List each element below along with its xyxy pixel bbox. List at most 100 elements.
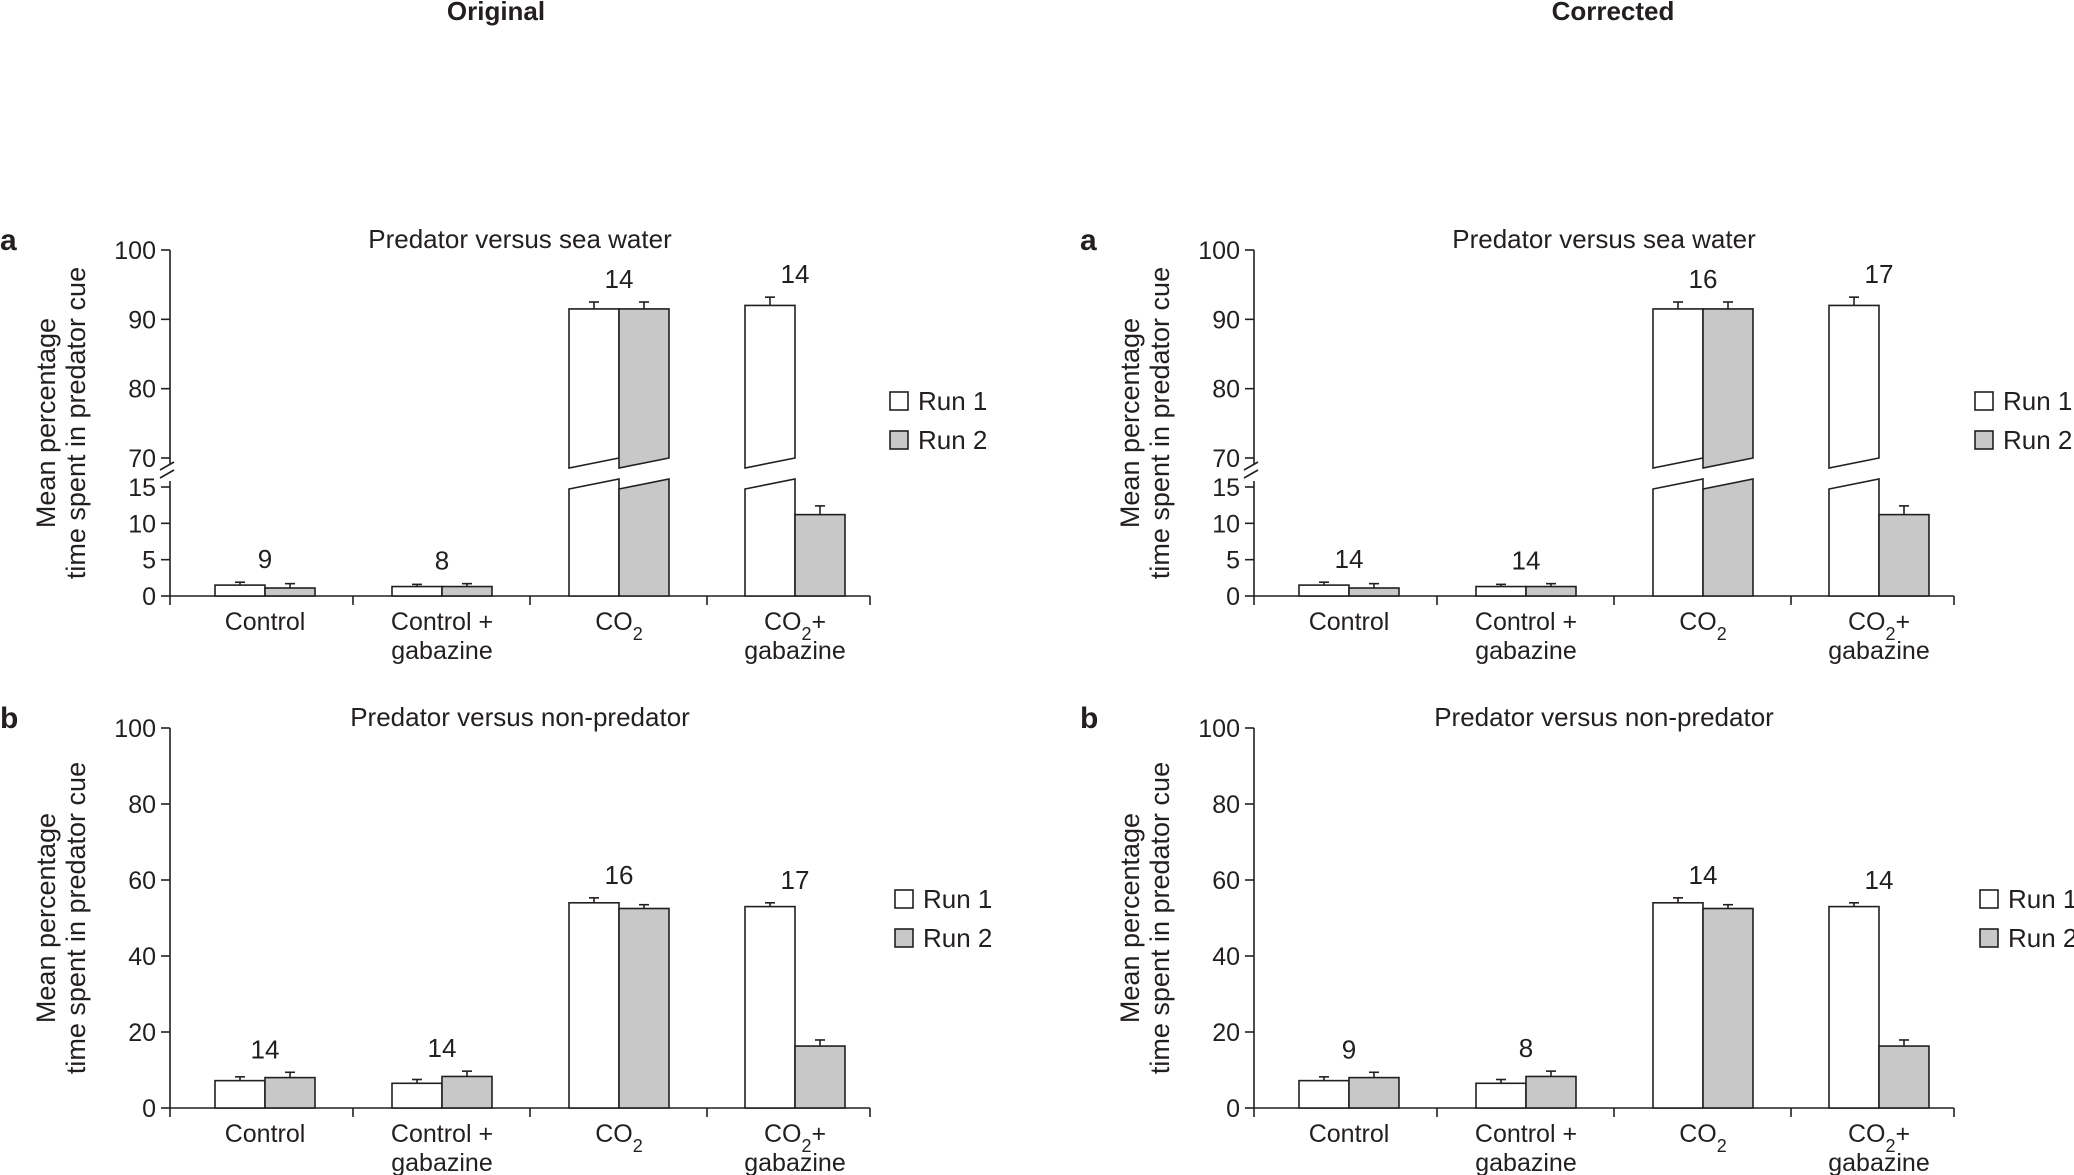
y-tick-label: 60 (128, 867, 156, 895)
bar-run2-3 (1878, 513, 1930, 597)
category-label: gabazine (1475, 637, 1576, 665)
n-label: 14 (605, 264, 634, 294)
category-label: Control + (1475, 608, 1577, 636)
bar-run2-0 (1348, 1076, 1400, 1109)
n-label: 8 (1519, 1033, 1533, 1063)
category-label-line2: gabazine (744, 637, 845, 665)
y-tick-label: 80 (1212, 376, 1240, 404)
legend-swatch-run2 (889, 430, 909, 450)
bar-run2-2 (1702, 907, 1754, 1109)
column-title-corrected: Corrected (1552, 0, 1675, 26)
bar-run2-0 (264, 1076, 316, 1109)
n-label: 16 (605, 860, 634, 890)
legend-label-run1: Run 1 (2008, 884, 2074, 914)
chart-title: Predator versus non-predator (1434, 702, 1774, 732)
bar-run1-3-lower (1828, 478, 1880, 597)
n-label: 14 (1335, 544, 1364, 574)
category-label: gabazine (1475, 1149, 1576, 1175)
bar-run2-2 (618, 308, 670, 469)
bar-run1-0 (1298, 1079, 1350, 1109)
n-label: 16 (1689, 264, 1718, 294)
category-label: CO2+ (1848, 608, 1910, 644)
bar-run1-0 (1298, 584, 1350, 597)
bar-run1-3 (1828, 304, 1880, 469)
bar-run2-0 (264, 587, 316, 597)
bar-run1-3 (744, 905, 796, 1109)
bar-run1-0 (214, 584, 266, 597)
legend-label-run2: Run 2 (2003, 425, 2072, 455)
y-tick-label: 100 (114, 237, 156, 265)
legend-swatch-run1 (889, 391, 909, 411)
category-label: Control + (391, 1120, 493, 1148)
y-axis-label: Mean percentage (1115, 813, 1145, 1023)
panel-letter: b (1080, 702, 1098, 735)
y-tick-label: 40 (128, 943, 156, 971)
chart-title: Predator versus sea water (1452, 224, 1756, 254)
panel-letter: b (0, 702, 18, 735)
y-tick-label: 100 (1198, 715, 1240, 743)
bar-run2-3 (1878, 1045, 1930, 1109)
y-tick-label: 10 (1212, 510, 1240, 538)
y-tick-label: 80 (128, 376, 156, 404)
y-axis-label: Mean percentage (31, 813, 61, 1023)
bar-run1-0 (214, 1079, 266, 1109)
n-label: 8 (435, 546, 449, 576)
category-label: Control (225, 608, 306, 636)
category-label: CO2 (595, 1120, 643, 1156)
n-label: 17 (781, 865, 810, 895)
y-tick-label: 70 (128, 445, 156, 473)
bar-run2-2-lower (1702, 478, 1754, 597)
category-label: Control + (1475, 1120, 1577, 1148)
axis-break-mark (159, 469, 175, 479)
y-tick-label: 20 (128, 1019, 156, 1047)
y-axis-label: time spent in predator cue (61, 762, 91, 1074)
category-label: Control (225, 1120, 306, 1148)
category-label: CO2+ (764, 1120, 826, 1156)
axis-break-mark (1243, 461, 1259, 471)
legend-swatch-run2 (1979, 928, 1999, 948)
bar-run1-2 (1652, 308, 1704, 469)
legend-swatch-run1 (894, 889, 914, 909)
chart-corrected-a: a Predator versus sea water Mean percentag… (1080, 224, 2072, 665)
category-label: Control (1309, 1120, 1390, 1148)
category-label: Control (1309, 608, 1390, 636)
y-axis-label: Mean percentage (1115, 318, 1145, 528)
bar-run1-2 (1652, 901, 1704, 1109)
bar-run1-1 (1475, 1082, 1527, 1109)
bar-run2-1 (1525, 585, 1577, 597)
bar-run1-3 (744, 304, 796, 469)
bar-run1-1 (391, 1082, 443, 1109)
y-tick-label: 80 (1212, 791, 1240, 819)
n-label: 9 (1342, 1034, 1356, 1064)
bar-run1-2-lower (568, 478, 620, 597)
legend-label-run2: Run 2 (2008, 923, 2074, 953)
bar-run1-2 (568, 901, 620, 1109)
panel-letter: a (1080, 224, 1097, 257)
y-tick-label: 5 (1226, 547, 1240, 575)
bar-run1-1 (391, 585, 443, 597)
y-axis-label: time spent in predator cue (1145, 762, 1175, 1074)
bar-run2-2 (1702, 308, 1754, 469)
chart-title: Predator versus non-predator (350, 702, 690, 732)
y-tick-label: 10 (128, 510, 156, 538)
category-label: gabazine (391, 1149, 492, 1175)
n-label: 9 (258, 544, 272, 574)
bar-run2-2 (618, 907, 670, 1109)
y-tick-label: 15 (1212, 474, 1240, 502)
legend-label-run1: Run 1 (2003, 386, 2072, 416)
legend-label-run1: Run 1 (923, 884, 992, 914)
category-label: CO2+ (1848, 1120, 1910, 1156)
category-label: CO2 (1679, 608, 1727, 644)
n-label: 17 (1865, 259, 1894, 289)
category-label: gabazine (391, 637, 492, 665)
y-tick-label: 70 (1212, 445, 1240, 473)
n-label: 14 (1512, 546, 1541, 576)
axis-break-mark (1243, 469, 1259, 479)
legend-swatch-run1 (1974, 391, 1994, 411)
y-tick-label: 20 (1212, 1019, 1240, 1047)
legend-label-run2: Run 2 (923, 923, 992, 953)
y-tick-label: 0 (1226, 583, 1240, 611)
y-tick-label: 90 (128, 306, 156, 334)
y-tick-label: 40 (1212, 943, 1240, 971)
